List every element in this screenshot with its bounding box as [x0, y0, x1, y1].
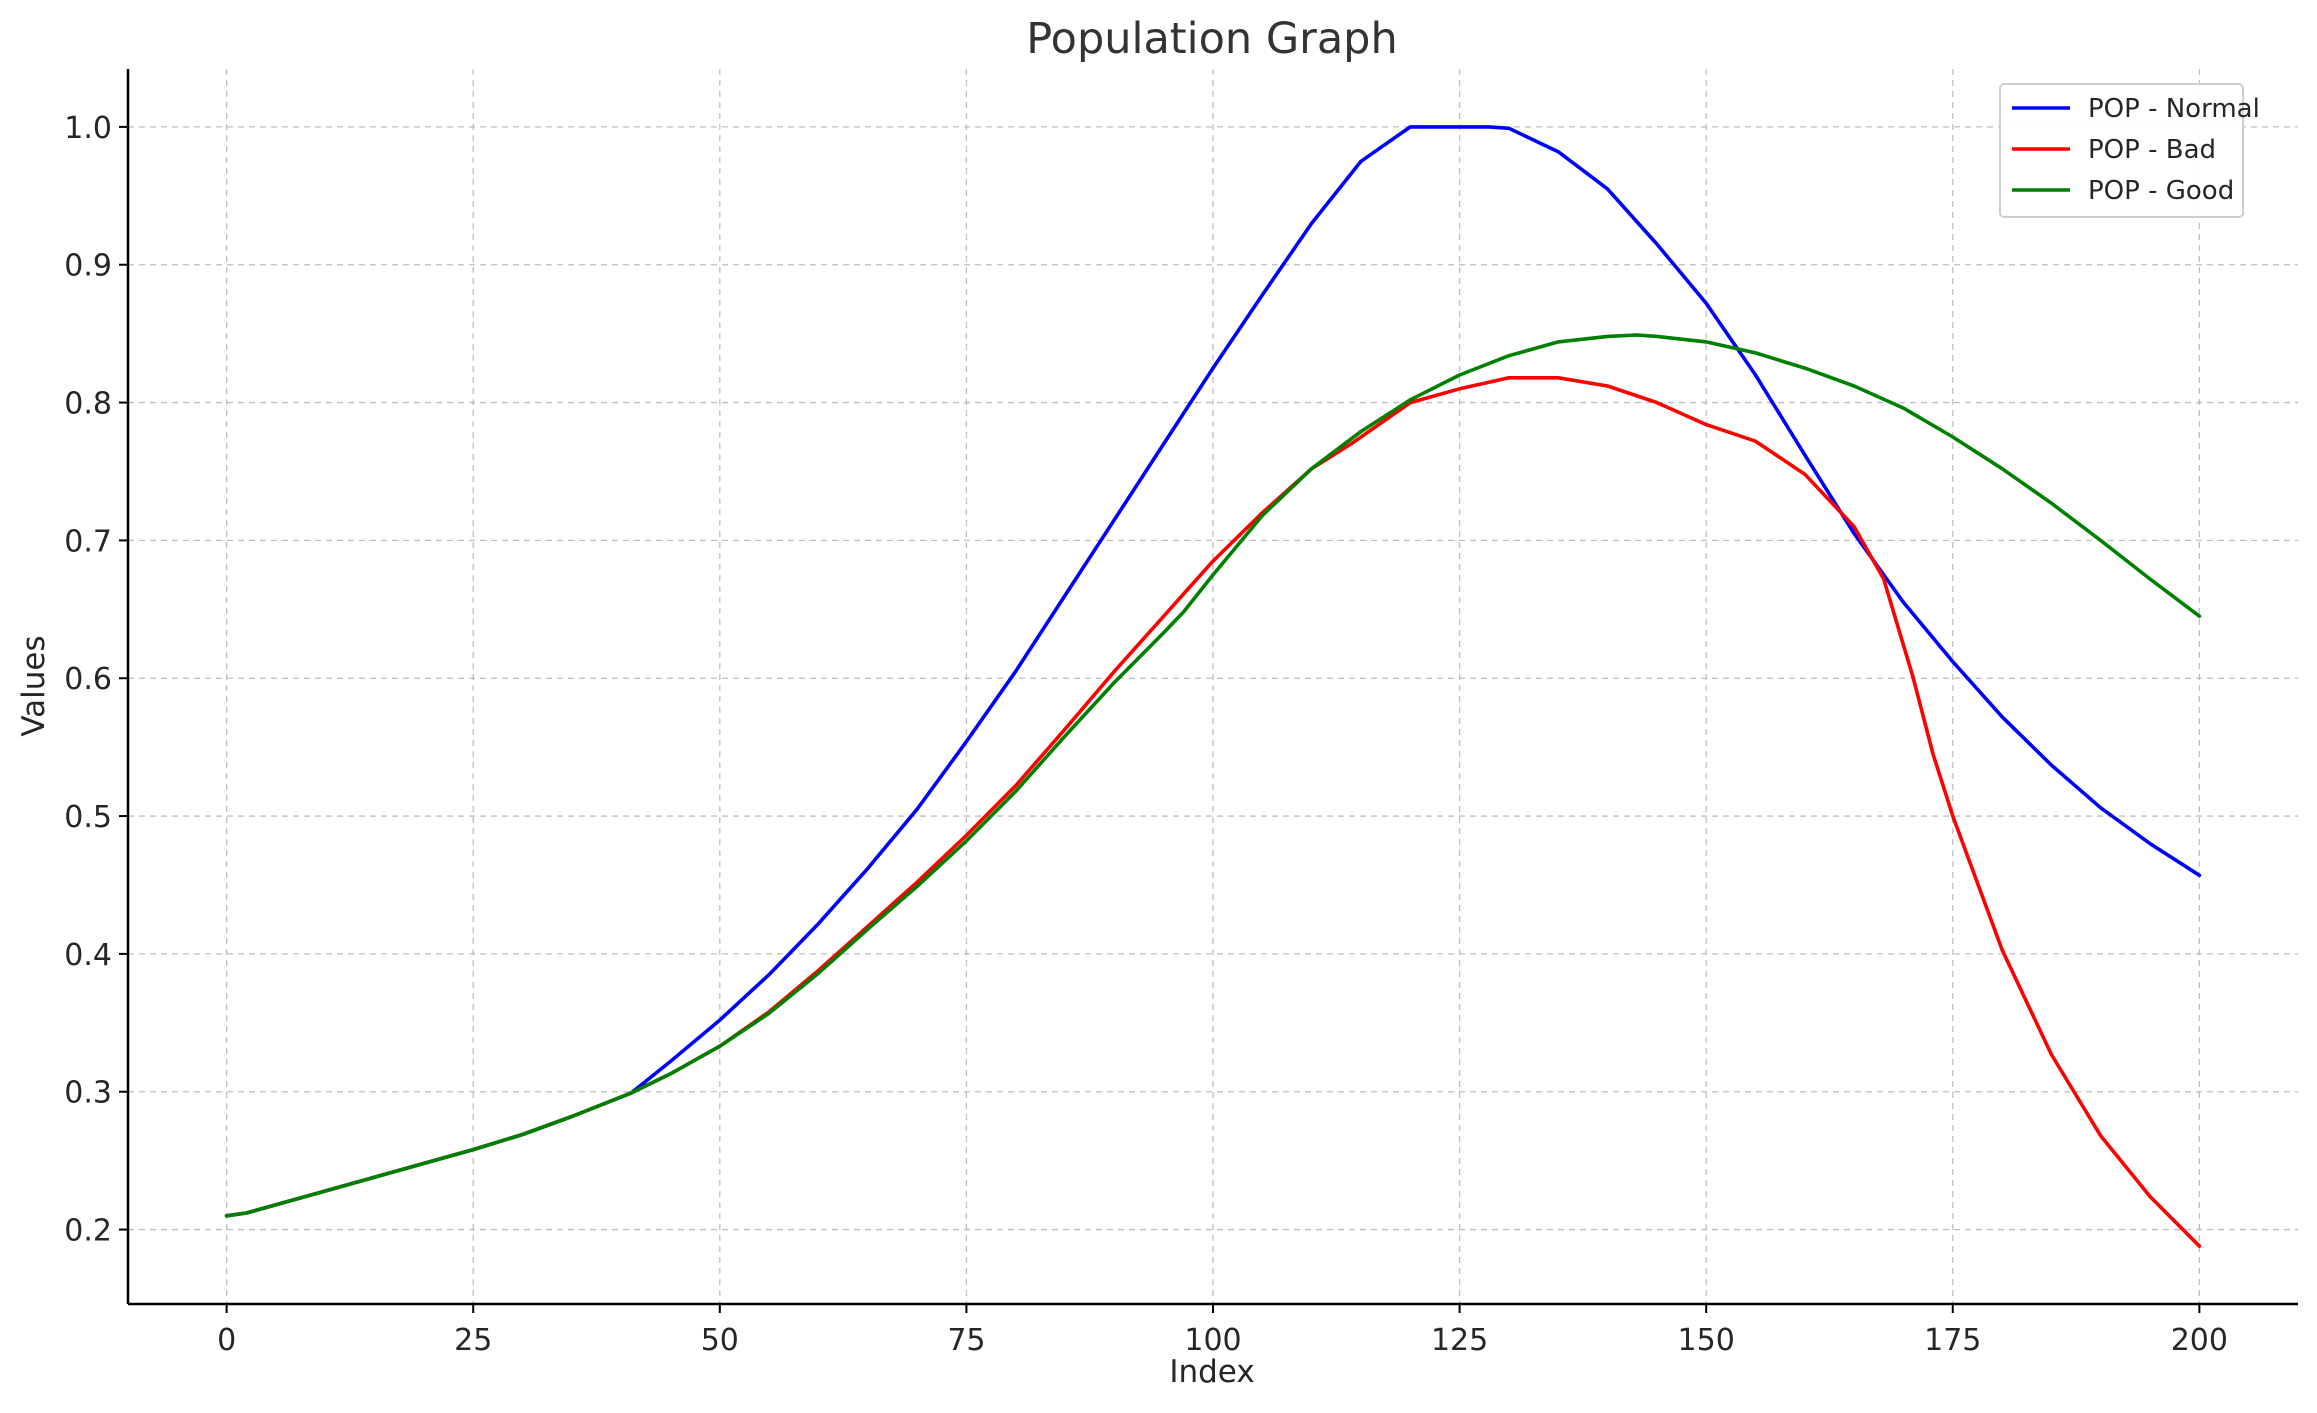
x-tick-label: 0	[217, 1323, 236, 1358]
legend: POP - Normal POP - Bad POP - Good	[1999, 83, 2260, 218]
series-line-pop-good	[224, 333, 2202, 1218]
legend-label-pop-bad: POP - Bad	[2088, 135, 2216, 165]
x-tick-label: 200	[2171, 1323, 2228, 1358]
y-tick-label: 0.7	[64, 524, 112, 559]
grid	[128, 69, 2298, 1304]
y-tick-label: 0.9	[64, 249, 112, 284]
x-tick-label: 50	[701, 1323, 739, 1358]
x-tick-label: 75	[947, 1323, 985, 1358]
legend-label-pop-good: POP - Good	[2088, 176, 2234, 206]
y-tick-label: 0.6	[64, 662, 112, 697]
x-tick-label: 150	[1678, 1323, 1735, 1358]
y-tick-label: 0.3	[64, 1076, 112, 1111]
y-tick-label: 0.5	[64, 800, 112, 835]
x-tick-label: 25	[454, 1323, 492, 1358]
y-tick-label: 0.8	[64, 387, 112, 422]
x-tick-label: 175	[1924, 1323, 1981, 1358]
tick-labels: 0 25 50 75 100 125 150 175 200 0.2 0.3 0.4 0.5 0.6 0.7…	[64, 111, 2228, 1358]
y-tick-label: 1.0	[64, 111, 112, 146]
y-tick-label: 0.4	[64, 938, 112, 973]
y-tick-label: 0.2	[64, 1214, 112, 1249]
series-lines	[224, 125, 2202, 1248]
x-tick-label: 125	[1431, 1323, 1488, 1358]
legend-frame	[1999, 83, 2244, 218]
x-axis-label: Index	[1169, 1354, 1254, 1390]
y-axis-label: Values	[16, 635, 52, 736]
legend-label-pop-normal: POP - Normal	[2088, 94, 2260, 124]
x-tick-label: 100	[1184, 1323, 1241, 1358]
chart-title: Population Graph	[1026, 14, 1397, 64]
